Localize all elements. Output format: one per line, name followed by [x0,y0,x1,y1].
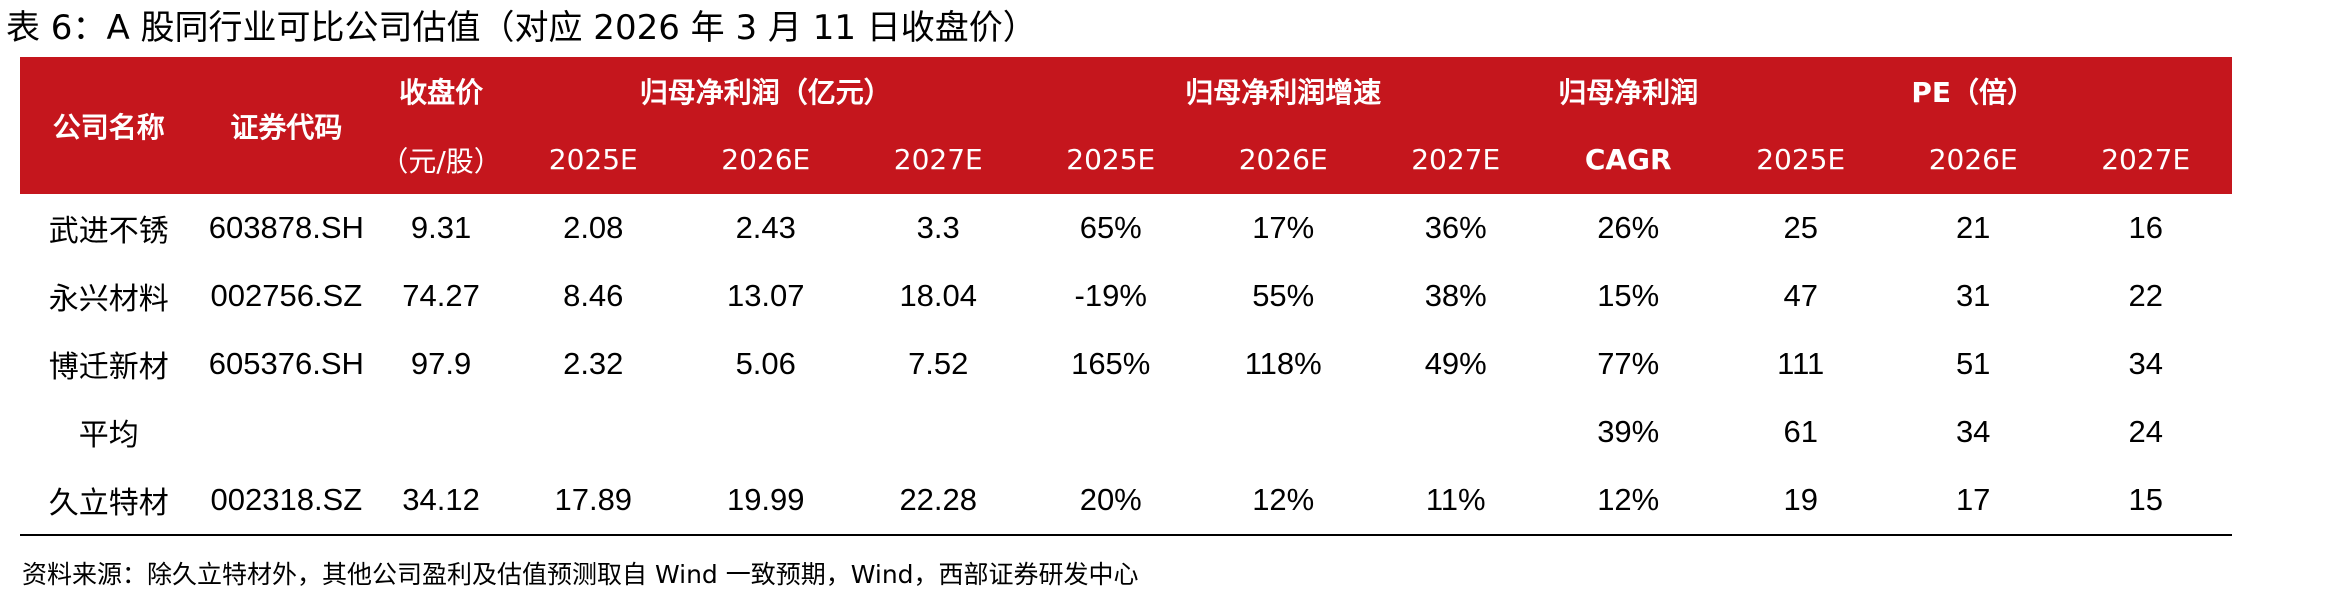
cell-growth-2025: 165% [1071,346,1151,381]
table-title: 表 6：A 股同行业可比公司估值（对应 2026 年 3 月 11 日收盘价） [6,8,1037,48]
cell-profit-2027: 18.04 [899,278,978,313]
cell-growth-2027: 11% [1369,466,1542,536]
header-pe-group: PE（倍） [1714,57,2232,125]
cell-cagr: 12% [1541,466,1715,536]
cell-company: 武进不锈 [48,214,169,249]
cell-pe-2025: 61 [1783,414,1818,449]
header-price-unit: （元/股） [375,125,508,194]
cell-company: 博迁新材 [48,350,169,385]
table-header: 公司名称 证券代码 收盘价 归母净利润（亿元） 归母净利润增速 归母净利润 PE… [20,57,2232,194]
cell-profit-2025: 17.89 [507,466,680,536]
cell-growth-2027: 36% [1424,210,1487,245]
cell-profit-2026: 2.43 [735,210,796,245]
cell-growth-2027: 38% [1424,278,1487,313]
cell-cagr: 77% [1597,346,1660,381]
header-year-pe-2026: 2026E [1886,125,2060,194]
cell-profit-2026: 5.06 [735,346,796,381]
cell-growth-2026: 12% [1196,466,1370,536]
cell-company: 平均 [78,418,139,453]
table-body: 武进不锈 603878.SH 9.31 2.08 2.43 3.3 65% 17… [20,194,2232,536]
cell-profit-2027: 3.3 [916,210,960,245]
cell-pe-2027: 34 [2128,346,2163,381]
header-year-profit-2025: 2025E [507,125,680,194]
cell-growth-2026: 118% [1244,346,1322,381]
cell-profit-2026 [680,398,852,466]
cell-price [375,398,507,466]
table-row: 永兴材料 002756.SZ 74.27 8.46 13.07 18.04 -1… [20,262,2232,330]
header-year-growth-2027: 2027E [1369,125,1542,194]
cell-profit-2027: 22.28 [851,466,1025,536]
table-row-average: 平均 39% 61 34 24 [20,398,2232,466]
header-year-pe-2027: 2027E [2059,125,2232,194]
cell-company: 永兴材料 [48,282,169,317]
cell-growth-2026: 17% [1252,210,1315,245]
cell-pe-2026: 21 [1955,210,1991,245]
header-year-growth-2026: 2026E [1196,125,1370,194]
header-cagr: 归母净利润 [1541,57,1715,125]
cell-profit-2026: 13.07 [726,278,805,313]
cell-code: 002318.SZ [197,466,376,536]
cell-profit-2025 [507,398,679,466]
header-year-pe-2025: 2025E [1714,125,1887,194]
cell-code: 603878.SH [208,210,364,245]
cell-price: 97.9 [410,346,472,381]
cell-price: 9.31 [410,210,472,245]
cell-cagr: 15% [1597,278,1660,313]
cell-cagr: 39% [1597,414,1660,449]
cell-profit-2027: 7.52 [908,346,969,381]
cell-price: 74.27 [402,278,480,313]
cell-growth-2025: 20% [1024,466,1197,536]
cell-growth-2025: 65% [1079,210,1142,245]
cell-growth-2027 [1369,398,1542,466]
cell-pe-2027: 24 [2128,414,2163,449]
table-row: 武进不锈 603878.SH 9.31 2.08 2.43 3.3 65% 17… [20,194,2232,262]
header-year-growth-2025: 2025E [1024,125,1197,194]
header-code: 证券代码 [197,57,376,194]
cell-profit-2027 [852,398,1025,466]
cell-growth-2027: 49% [1424,346,1487,381]
table-row: 博迁新材 605376.SH 97.9 2.32 5.06 7.52 165% … [20,330,2232,398]
cell-pe-2025: 19 [1714,466,1887,536]
table-row: 久立特材 002318.SZ 34.12 17.89 19.99 22.28 2… [20,466,2232,536]
cell-pe-2027: 22 [2128,278,2163,313]
cell-profit-2025: 2.32 [563,346,624,381]
cell-price: 34.12 [375,466,508,536]
cell-pe-2025: 111 [1777,346,1825,381]
cell-company: 久立特材 [20,466,198,536]
cell-profit-2025: 8.46 [563,278,624,313]
cell-pe-2026: 34 [1955,414,1991,449]
cell-code: 002756.SZ [210,278,363,313]
cell-profit-2025: 2.08 [563,210,624,245]
cell-pe-2026: 51 [1955,346,1991,381]
cell-cagr: 26% [1597,210,1660,245]
header-year-profit-2027: 2027E [851,125,1025,194]
cell-growth-2025: -19% [1074,278,1147,313]
cell-pe-2026: 31 [1955,278,1991,313]
cell-growth-2026 [1197,398,1369,466]
header-profit-group: 归母净利润（亿元） [507,57,1025,125]
cell-growth-2026: 55% [1252,278,1315,313]
cell-profit-2026: 19.99 [679,466,852,536]
cell-pe-2026: 17 [1886,466,2060,536]
cell-pe-2027: 16 [2128,210,2163,245]
cell-code: 605376.SH [208,346,364,381]
cell-pe-2027: 15 [2059,466,2232,536]
cell-pe-2025: 47 [1783,278,1818,313]
cell-growth-2025 [1024,398,1196,466]
source-note: 资料来源：除久立特材外，其他公司盈利及估值预测取自 Wind 一致预期，Wind… [22,560,1139,589]
valuation-table: 公司名称 证券代码 收盘价 归母净利润（亿元） 归母净利润增速 归母净利润 PE… [20,57,2232,536]
cell-pe-2025: 25 [1783,210,1818,245]
header-cagr-label: CAGR [1541,125,1715,194]
header-price: 收盘价 [375,57,508,125]
cell-code [198,398,376,466]
header-company: 公司名称 [20,57,198,194]
header-year-profit-2026: 2026E [679,125,852,194]
header-growth-group: 归母净利润增速 [1024,57,1542,125]
